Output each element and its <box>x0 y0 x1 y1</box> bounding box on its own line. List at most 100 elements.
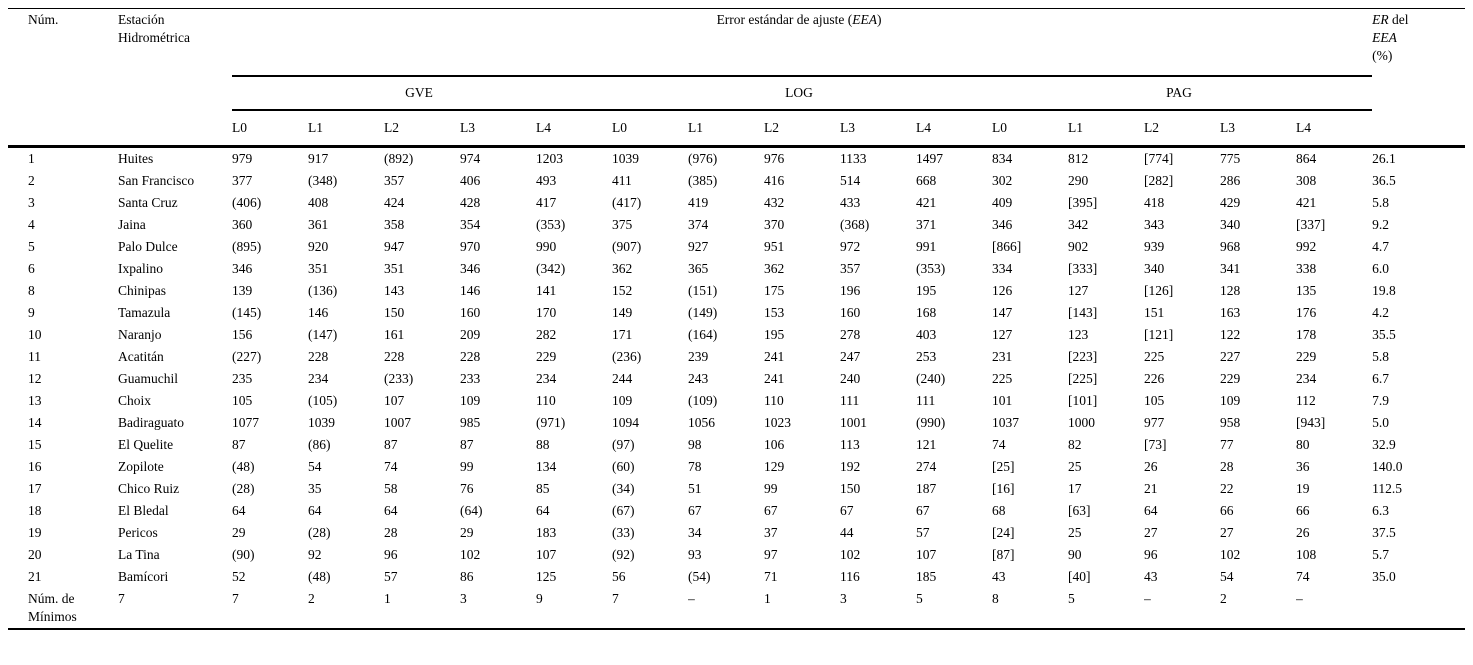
cell-num: 20 <box>8 544 118 566</box>
header-row-levels: L0 L1 L2 L3 L4 L0 L1 L2 L3 L4 L0 L1 L2 L3 L4 <box>8 110 1465 148</box>
table-head: Núm. Estación Hidrométrica Error estánda… <box>8 8 1466 148</box>
cell-value: 146 <box>308 302 384 324</box>
cell-station: Badiraguato <box>118 412 232 434</box>
cell-value: [73] <box>1144 434 1220 456</box>
cell-value: 101 <box>992 390 1068 412</box>
cell-value: (145) <box>232 302 308 324</box>
cell-value: 1007 <box>384 412 460 434</box>
cell-er: 6.0 <box>1372 258 1466 280</box>
cell-er: 35.0 <box>1372 566 1466 588</box>
level-header: L1 <box>308 110 384 148</box>
cell-value: 1000 <box>1068 412 1144 434</box>
cell-value: 346 <box>460 258 536 280</box>
cell-value: 71 <box>764 566 840 588</box>
level-header: L3 <box>460 110 536 148</box>
cell-value: 170 <box>536 302 612 324</box>
cell-value: 234 <box>536 368 612 390</box>
cell-value: 54 <box>308 456 384 478</box>
cell-value: 149 <box>612 302 688 324</box>
cell-value: (151) <box>688 280 764 302</box>
col-header-eea: Error estándar de ajuste (EEA) <box>232 8 1373 77</box>
cell-value: 127 <box>1068 280 1144 302</box>
cell-value: 175 <box>764 280 840 302</box>
cell-value: 1497 <box>916 146 992 170</box>
cell-value: 87 <box>232 434 308 456</box>
cell-value: 927 <box>688 236 764 258</box>
cell-value: 1203 <box>536 146 612 170</box>
cell-station: Bamícori <box>118 566 232 588</box>
level-header: L0 <box>612 110 688 148</box>
cell-value: 286 <box>1220 170 1296 192</box>
cell-num: 13 <box>8 390 118 412</box>
eea-table: Núm. Estación Hidrométrica Error estánda… <box>8 8 1466 630</box>
cell-value: 67 <box>764 500 840 522</box>
cell-value: [126] <box>1144 280 1220 302</box>
cell-er: 9.2 <box>1372 214 1466 236</box>
cell-value: 110 <box>764 390 840 412</box>
cell-value: 43 <box>1144 566 1220 588</box>
level-header: L4 <box>916 110 992 148</box>
cell-value: (34) <box>612 478 688 500</box>
cell-value: [333] <box>1068 258 1144 280</box>
cell-value: (990) <box>916 412 992 434</box>
cell-value: 160 <box>840 302 916 324</box>
cell-value: [943] <box>1296 412 1373 434</box>
cell-value: 28 <box>384 522 460 544</box>
cell-value: (227) <box>232 346 308 368</box>
header-row-main: Núm. Estación Hidrométrica Error estánda… <box>8 8 1466 148</box>
cell-value: (240) <box>916 368 992 390</box>
cell-station: La Tina <box>118 544 232 566</box>
cell-value: 421 <box>916 192 992 214</box>
cell-value: 228 <box>460 346 536 368</box>
cell-station: El Quelite <box>118 434 232 456</box>
cell-value: 346 <box>232 258 308 280</box>
cell-value: 54 <box>1220 566 1296 588</box>
cell-value: 64 <box>232 500 308 522</box>
cell-value: 991 <box>916 236 992 258</box>
er-header-line2: EEA <box>1372 30 1397 45</box>
cell-station: Ixpalino <box>118 258 232 280</box>
cell-value: 354 <box>460 214 536 236</box>
cell-value: 990 <box>536 236 612 258</box>
cell-value: 3 <box>840 588 916 630</box>
cell-value: 972 <box>840 236 916 258</box>
cell-value: 360 <box>232 214 308 236</box>
cell-value: 150 <box>384 302 460 324</box>
cell-value: 290 <box>1068 170 1144 192</box>
cell-value: 147 <box>992 302 1068 324</box>
cell-station: 7 <box>118 588 232 630</box>
cell-value: 970 <box>460 236 536 258</box>
cell-value: 917 <box>308 146 384 170</box>
cell-value: 35 <box>308 478 384 500</box>
cell-value: 122 <box>1220 324 1296 346</box>
cell-value: (353) <box>916 258 992 280</box>
cell-value: 229 <box>1296 346 1373 368</box>
cell-value: 108 <box>1296 544 1373 566</box>
table-row: 19 Pericos 29 (28) 28 29 183 (33) 34 37 44 57 [24] 25… <box>8 522 1466 544</box>
cell-value: 979 <box>232 146 308 170</box>
cell-value: [63] <box>1068 500 1144 522</box>
cell-value: 37 <box>764 522 840 544</box>
cell-value: 52 <box>232 566 308 588</box>
cell-num: 16 <box>8 456 118 478</box>
cell-value: 105 <box>232 390 308 412</box>
cell-value: [395] <box>1068 192 1144 214</box>
cell-value: 67 <box>688 500 764 522</box>
cell-value: (348) <box>308 170 384 192</box>
cell-er <box>1372 588 1466 630</box>
cell-value: (406) <box>232 192 308 214</box>
cell-value: 282 <box>536 324 612 346</box>
cell-value: 985 <box>460 412 536 434</box>
cell-value: 432 <box>764 192 840 214</box>
cell-value: 153 <box>764 302 840 324</box>
cell-value: 17 <box>1068 478 1144 500</box>
level-header: L1 <box>688 110 764 148</box>
table-row: 21 Bamícori 52 (48) 57 86 125 56 (54) 71 116 185 43[… <box>8 566 1466 588</box>
cell-er: 5.7 <box>1372 544 1466 566</box>
cell-value: 775 <box>1220 146 1296 170</box>
cell-station: Zopilote <box>118 456 232 478</box>
table-row: 18 El Bledal 64 64 64 (64) 64 (67) 67 67 67 67 68 [63… <box>8 500 1466 522</box>
cell-value: (67) <box>612 500 688 522</box>
cell-value: 183 <box>536 522 612 544</box>
cell-value: 28 <box>1220 456 1296 478</box>
